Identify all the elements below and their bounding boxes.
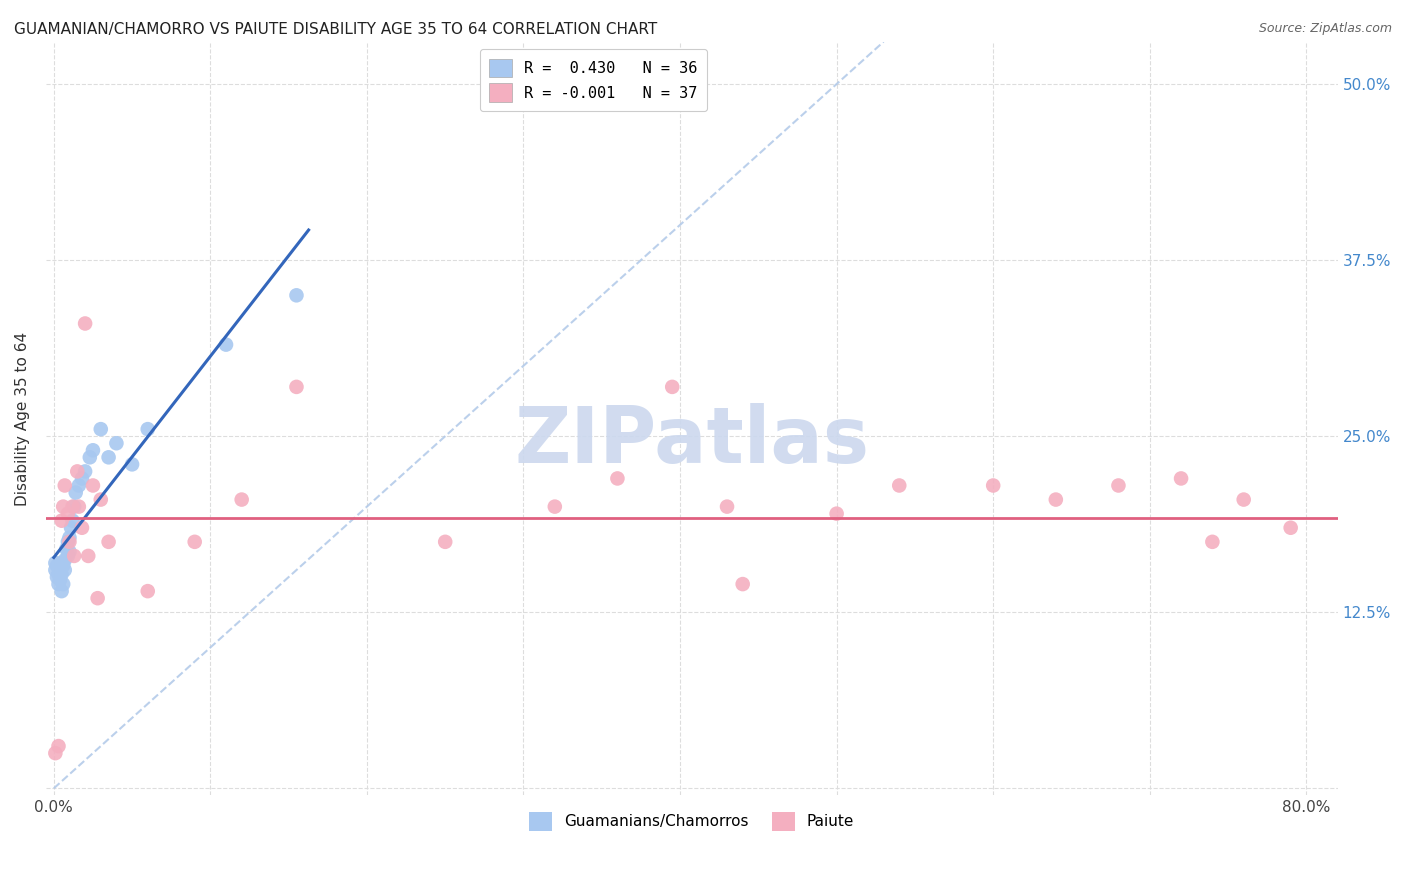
Point (183, 534, 205, 549)
Point (44, 746, 66, 760)
Text: ZIPatlas: ZIPatlas (515, 403, 869, 479)
Point (44, 563, 66, 577)
Text: Source: ZipAtlas.com: Source: ZipAtlas.com (1258, 22, 1392, 36)
Point (90, 492, 112, 507)
Point (60, 521, 83, 535)
Point (231, 492, 253, 507)
Point (67, 478, 90, 492)
Point (49, 573, 72, 587)
Point (49, 563, 72, 577)
Point (1045, 492, 1067, 507)
Point (105, 436, 128, 450)
Point (62, 500, 84, 514)
Point (56, 507, 79, 521)
Point (51, 584, 73, 599)
Point (75, 317, 97, 331)
Point (58, 531, 80, 545)
Point (77, 549, 100, 563)
Point (53, 553, 76, 567)
Point (67, 500, 90, 514)
Point (731, 577, 754, 591)
Point (75, 464, 97, 478)
Point (1170, 471, 1192, 485)
Point (1201, 534, 1223, 549)
Point (62, 514, 84, 528)
Point (79, 450, 101, 465)
Point (52, 558, 75, 573)
Point (56, 549, 79, 563)
Point (285, 288, 308, 302)
Point (1107, 478, 1129, 492)
Point (52, 500, 75, 514)
Point (48, 739, 70, 753)
Point (889, 478, 911, 492)
Point (65, 485, 87, 500)
Point (51, 556, 73, 570)
Point (825, 507, 848, 521)
Point (55, 541, 77, 556)
Point (434, 534, 457, 549)
Point (51, 567, 73, 582)
Point (70, 471, 93, 485)
Text: GUAMANIAN/CHAMORRO VS PAIUTE DISABILITY AGE 35 TO 64 CORRELATION CHART: GUAMANIAN/CHAMORRO VS PAIUTE DISABILITY … (14, 22, 658, 37)
Point (606, 471, 628, 485)
Point (97, 534, 120, 549)
Point (56, 534, 79, 549)
Point (981, 478, 1004, 492)
Point (53, 563, 76, 577)
Point (58, 534, 80, 549)
Point (285, 380, 308, 394)
Point (58, 544, 80, 558)
Point (121, 458, 143, 472)
Point (215, 337, 238, 351)
Point (51, 514, 73, 528)
Point (63, 500, 86, 514)
Point (661, 380, 683, 394)
Point (90, 422, 112, 436)
Point (70, 521, 93, 535)
Y-axis label: Disability Age 35 to 64: Disability Age 35 to 64 (15, 332, 30, 506)
Point (136, 584, 159, 599)
Point (1279, 521, 1302, 535)
Point (45, 570, 67, 584)
Point (44, 556, 66, 570)
Point (63, 549, 86, 563)
Point (66, 464, 89, 478)
Legend: Guamanians/Chamorros, Paiute: Guamanians/Chamorros, Paiute (523, 805, 860, 837)
Point (82, 478, 104, 492)
Point (97, 450, 120, 465)
Point (86, 591, 108, 606)
Point (53, 478, 76, 492)
Point (544, 500, 567, 514)
Point (48, 577, 70, 591)
Point (52, 577, 75, 591)
Point (1233, 492, 1256, 507)
Point (716, 500, 738, 514)
Point (82, 443, 104, 458)
Point (45, 558, 67, 573)
Point (136, 422, 159, 436)
Point (48, 567, 70, 582)
